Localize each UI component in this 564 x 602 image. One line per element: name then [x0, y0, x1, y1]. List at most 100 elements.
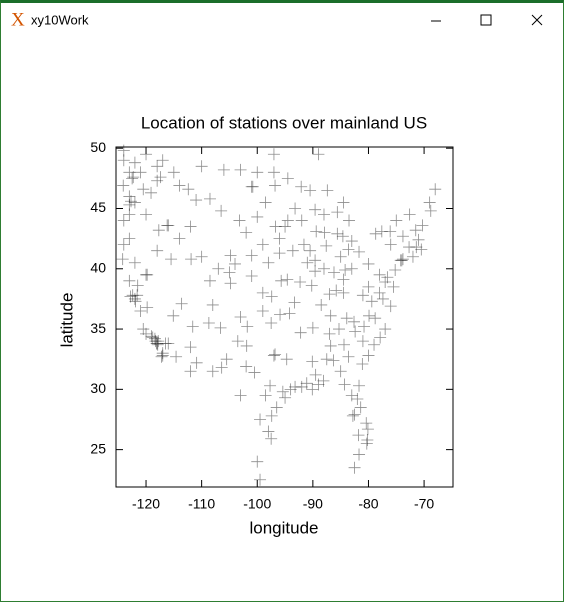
station-marker [394, 254, 407, 267]
station-marker [381, 271, 394, 284]
station-marker [353, 245, 366, 258]
close-button[interactable] [531, 14, 543, 26]
station-marker [129, 295, 142, 308]
station-marker [415, 243, 428, 256]
station-marker [315, 298, 328, 311]
station-marker [141, 268, 154, 281]
station-marker [141, 301, 154, 314]
station-marker [395, 254, 408, 267]
y-tick-label: 50 [90, 139, 106, 155]
station-marker [254, 413, 267, 426]
station-marker [173, 179, 186, 192]
station-marker [345, 235, 358, 248]
station-marker [167, 309, 180, 322]
station-marker [145, 186, 158, 199]
station-marker [356, 358, 369, 371]
station-marker [151, 244, 164, 257]
station-marker [151, 174, 164, 187]
station-marker [265, 432, 278, 445]
station-marker [125, 195, 138, 208]
station-marker [123, 198, 136, 211]
station-marker [224, 249, 237, 262]
station-marker [281, 214, 294, 227]
station-marker [151, 160, 164, 173]
station-marker [173, 232, 186, 245]
station-marker [240, 339, 253, 352]
station-marker [423, 196, 436, 209]
window-content: X xy10Work Location of stations over mai… [11, 9, 543, 537]
station-marker [412, 233, 425, 246]
station-marker [317, 262, 330, 275]
station-marker [182, 183, 195, 196]
station-marker [246, 180, 259, 193]
station-marker [267, 166, 280, 179]
station-marker [203, 274, 216, 287]
station-marker [406, 250, 419, 263]
station-marker [332, 323, 345, 336]
station-marker [220, 353, 233, 366]
station-marker [274, 308, 287, 321]
station-marker [340, 312, 353, 325]
station-marker [351, 392, 364, 405]
station-marker [137, 183, 150, 196]
station-marker [186, 320, 199, 333]
station-marker [312, 378, 325, 391]
station-marker [267, 148, 280, 161]
station-marker [254, 473, 267, 486]
station-marker [352, 429, 365, 442]
station-marker [353, 379, 366, 392]
station-marker [240, 360, 253, 373]
station-marker [416, 219, 429, 232]
station-marker [117, 154, 130, 167]
station-marker [320, 239, 333, 252]
y-tick-label: 40 [90, 259, 106, 275]
station-marker [284, 383, 297, 396]
station-marker [269, 220, 282, 233]
station-marker [429, 183, 442, 196]
station-marker [373, 268, 386, 281]
station-marker [229, 257, 242, 270]
station-marker [273, 247, 286, 260]
station-marker [155, 350, 168, 363]
station-marker [137, 323, 150, 336]
station-marker [361, 433, 374, 446]
station-marker [116, 253, 129, 266]
x-tick-label: -90 [303, 496, 323, 512]
station-marker [304, 244, 317, 257]
station-marker [309, 368, 322, 381]
station-marker [360, 417, 373, 430]
x-tick-label: -70 [414, 496, 434, 512]
station-marker [256, 238, 269, 251]
station-marker [154, 171, 167, 184]
station-marker [283, 307, 296, 320]
station-marker [294, 326, 307, 339]
station-marker [117, 238, 130, 251]
station-marker [190, 194, 203, 207]
station-marker [184, 220, 197, 233]
station-marker [233, 214, 246, 227]
station-marker [123, 232, 136, 245]
maximize-button[interactable] [480, 14, 492, 26]
x-axis-label: longitude [249, 518, 318, 537]
station-marker [151, 338, 164, 351]
station-marker [262, 256, 275, 269]
station-marker [131, 279, 144, 292]
station-marker [241, 320, 254, 333]
station-marker [217, 163, 230, 176]
station-marker [162, 337, 175, 350]
station-marker [185, 253, 198, 266]
station-marker [369, 312, 382, 325]
x-tick-label: -110 [188, 496, 215, 512]
plot-frame [115, 146, 454, 488]
station-marker [195, 250, 208, 263]
station-marker [215, 204, 228, 217]
station-marker [248, 366, 261, 379]
station-marker [145, 330, 158, 343]
y-tick-label: 45 [90, 199, 106, 215]
station-marker [374, 331, 387, 344]
station-marker [127, 171, 140, 184]
station-marker [234, 389, 247, 402]
station-marker [362, 257, 375, 270]
station-marker [306, 355, 319, 368]
station-marker [387, 280, 400, 293]
